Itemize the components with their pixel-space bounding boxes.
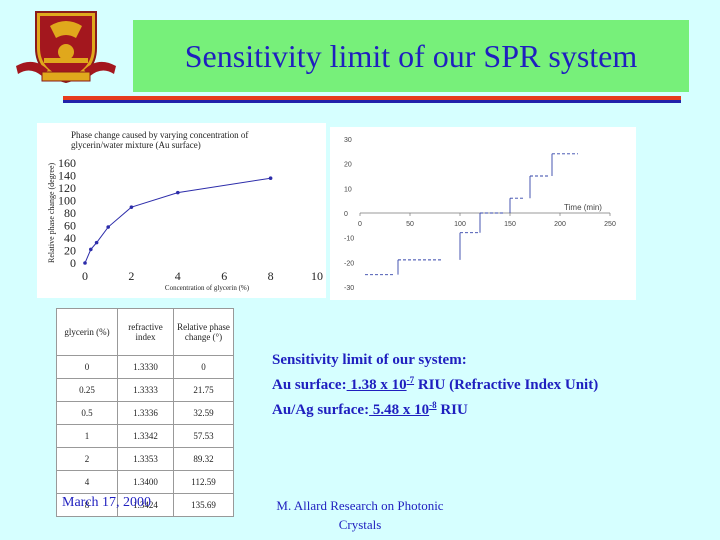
x-tick-label: 200 bbox=[554, 221, 566, 228]
y-tick-label: 20 bbox=[344, 162, 352, 169]
y-tick-label: 40 bbox=[64, 231, 76, 245]
data-point bbox=[129, 205, 134, 209]
chart-title-line: glycerin/water mixture (Au surface) bbox=[71, 140, 201, 150]
title-underline-blue bbox=[63, 100, 681, 103]
table-cell: 89.32 bbox=[173, 447, 234, 471]
y-tick-label: 100 bbox=[58, 194, 76, 208]
table-cell: 1.3400 bbox=[117, 470, 174, 494]
table-cell: 0 bbox=[56, 355, 118, 379]
data-point bbox=[94, 240, 99, 245]
table-cell: 1.3353 bbox=[117, 447, 174, 471]
data-point bbox=[106, 225, 110, 229]
data-point bbox=[89, 247, 93, 252]
x-tick-label: 100 bbox=[454, 221, 466, 228]
y-tick-label: -30 bbox=[344, 285, 354, 292]
y-tick-label: 10 bbox=[344, 186, 352, 193]
table-cell: 1.3342 bbox=[117, 424, 174, 448]
data-point bbox=[176, 190, 180, 195]
x-tick-label: 0 bbox=[82, 269, 88, 283]
x-tick-label: 150 bbox=[504, 221, 516, 228]
y-tick-label: -20 bbox=[344, 260, 354, 267]
table-row: 0.5 1.3336 32.59 bbox=[56, 401, 234, 425]
x-tick-label: 50 bbox=[406, 221, 414, 228]
table-cell: 0 bbox=[173, 355, 234, 379]
table-cell: 135.69 bbox=[173, 493, 234, 517]
table-row: 2 1.3353 89.32 bbox=[56, 447, 234, 471]
table-row: 4 1.3400 112.59 bbox=[56, 470, 234, 494]
table-cell: 21.75 bbox=[173, 378, 234, 402]
table-row: 0 1.3330 0 bbox=[56, 355, 234, 379]
table-header: refractive index bbox=[117, 308, 174, 356]
y-tick-label: 30 bbox=[344, 137, 352, 144]
table-cell: 1.3336 bbox=[117, 401, 174, 425]
title-underline-red bbox=[63, 96, 681, 100]
y-tick-label: -10 bbox=[344, 236, 354, 243]
x-tick-label: 4 bbox=[175, 269, 181, 283]
table-row: 0.25 1.3333 21.75 bbox=[56, 378, 234, 402]
y-tick-label: 0 bbox=[344, 211, 348, 218]
title-box: Sensitivity limit of our SPR system bbox=[133, 20, 689, 92]
x-tick-label: 6 bbox=[221, 269, 227, 283]
table-cell: 112.59 bbox=[173, 470, 234, 494]
x-tick-label: 10 bbox=[311, 269, 323, 283]
slide-date: March 17, 2000 bbox=[62, 495, 152, 510]
y-tick-label: 0 bbox=[70, 256, 76, 270]
table-row: 1 1.3342 57.53 bbox=[56, 424, 234, 448]
y-axis-label: Relative phase change (degree) bbox=[47, 162, 56, 263]
y-tick-label: 160 bbox=[58, 156, 76, 170]
auag-sensitivity: Au/Ag surface: 5.48 x 10-8 RIU bbox=[272, 400, 468, 418]
table-cell: 8 bbox=[56, 493, 118, 517]
table-cell: 1.3333 bbox=[117, 378, 174, 402]
data-table: glycerin (%) refractive index Relative p… bbox=[56, 308, 234, 517]
university-crest-logo bbox=[16, 11, 116, 84]
chart-title-line: Phase change caused by varying concentra… bbox=[71, 130, 248, 140]
x-axis-label: Concentration of glycerin (%) bbox=[165, 284, 250, 292]
y-tick-label: 80 bbox=[64, 206, 76, 220]
table-cell: 1.3330 bbox=[117, 355, 174, 379]
table-cell: 4 bbox=[56, 470, 118, 494]
chart-title: Phase change caused by varying concentra… bbox=[71, 130, 248, 150]
data-point bbox=[268, 176, 273, 180]
table-cell: 1.3424 bbox=[117, 493, 174, 517]
x-tick-label: 0 bbox=[358, 221, 362, 228]
table-cell: 57.53 bbox=[173, 424, 234, 448]
slide-footer: M. Allard Research on Photonic Crystals bbox=[276, 498, 444, 532]
table-header: glycerin (%) bbox=[56, 308, 118, 356]
sensitivity-heading: Sensitivity limit of our system: bbox=[272, 352, 467, 368]
table-cell: 0.5 bbox=[56, 401, 118, 425]
x-tick-label: 8 bbox=[268, 269, 274, 283]
table-cell: 0.25 bbox=[56, 378, 118, 402]
phase-change-chart: Phase change caused by varying concentra… bbox=[37, 123, 326, 298]
data-point bbox=[83, 261, 87, 265]
table-cell: 1 bbox=[56, 424, 118, 448]
x-tick-label: 250 bbox=[604, 221, 616, 228]
table-header: Relative phase change (°) bbox=[173, 308, 234, 356]
table-row: 8 1.3424 135.69 bbox=[56, 493, 234, 517]
y-tick-label: 120 bbox=[58, 181, 76, 195]
y-tick-label: 20 bbox=[64, 244, 76, 258]
x-tick-label: 2 bbox=[128, 269, 134, 283]
sensitivity-text: Sensitivity limit of our system: Au surf… bbox=[272, 350, 598, 420]
y-tick-label: 60 bbox=[64, 219, 76, 233]
table-cell: 32.59 bbox=[173, 401, 234, 425]
x-axis-label: Time (min) bbox=[564, 203, 602, 212]
slide-title: Sensitivity limit of our SPR system bbox=[184, 38, 638, 74]
y-tick-label: 140 bbox=[58, 169, 76, 183]
au-sensitivity: Au surface: 1.38 x 10-7 RIU (Refractive … bbox=[272, 375, 599, 393]
table-cell: 2 bbox=[56, 447, 118, 471]
